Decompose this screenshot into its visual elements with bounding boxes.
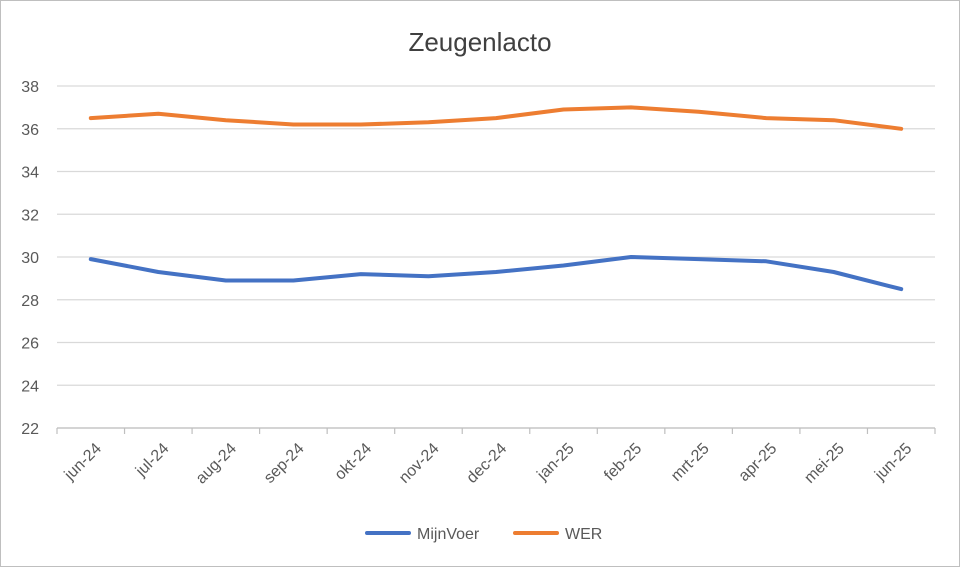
x-tick-label: jun-25 [871, 440, 915, 484]
y-tick-label: 34 [21, 165, 39, 182]
x-tick-label: apr-25 [736, 440, 781, 485]
y-tick-label: 24 [21, 378, 39, 395]
x-tick-label: feb-25 [601, 440, 645, 484]
x-tick-label: okt-24 [332, 440, 376, 484]
y-tick-label: 22 [21, 421, 39, 438]
x-tick-label: mei-25 [801, 440, 848, 487]
x-tick-label: jan-25 [534, 440, 578, 484]
x-tick-label: sep-24 [261, 440, 308, 487]
legend: MijnVoer WER [365, 526, 602, 543]
y-tick-label: 38 [21, 79, 39, 96]
x-tick-label: jul-24 [132, 440, 172, 480]
gridlines [57, 85, 935, 429]
legend-item-wer: WER [513, 526, 602, 543]
y-tick-label: 36 [21, 122, 39, 139]
x-tick-label: nov-24 [396, 440, 443, 487]
x-tick-label: aug-24 [193, 440, 240, 487]
x-tick-label: jun-24 [61, 440, 105, 484]
y-tick-label: 28 [21, 293, 39, 310]
x-tick-label: dec-24 [464, 440, 511, 487]
x-tick-label: mrt-25 [668, 440, 713, 485]
y-tick-label: 32 [21, 207, 39, 224]
y-axis-ticks: 22 24 26 28 30 32 34 36 38 [21, 79, 39, 438]
y-tick-label: 26 [21, 336, 39, 353]
y-tick-label: 30 [21, 250, 39, 267]
series-line-wer [88, 105, 904, 131]
chart-title: Zeugenlacto [408, 27, 551, 57]
series-lines [88, 105, 904, 292]
legend-label: MijnVoer [417, 526, 480, 543]
legend-item-mijnvoer: MijnVoer [365, 526, 480, 543]
x-axis: jun-24 jul-24 aug-24 sep-24 okt-24 nov-24 dec-… [56, 427, 936, 487]
series-line-mijnvoer [88, 255, 904, 292]
legend-label: WER [565, 526, 602, 543]
